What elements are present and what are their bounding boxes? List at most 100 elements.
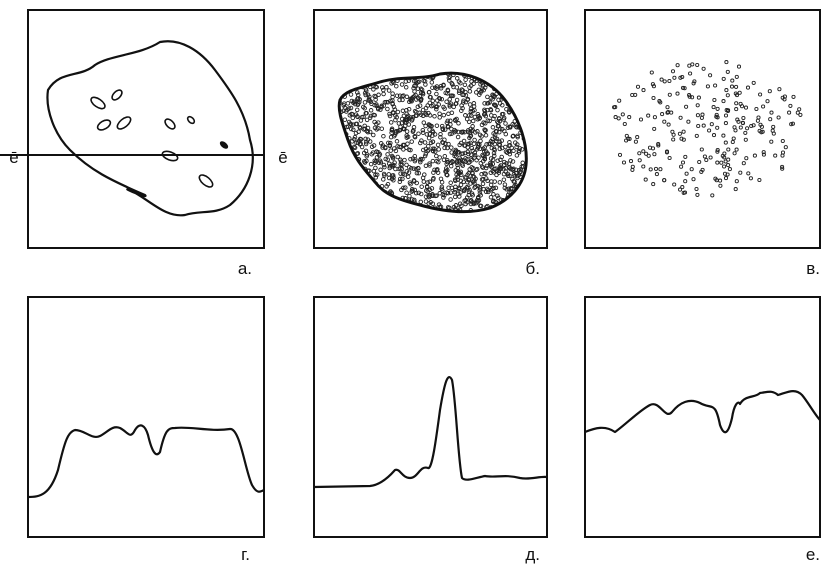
particle — [334, 174, 338, 178]
particle — [524, 124, 528, 128]
particle — [676, 64, 679, 67]
particle — [481, 182, 485, 186]
particle — [647, 114, 650, 117]
particle — [698, 160, 701, 163]
particle — [474, 185, 478, 189]
particle — [521, 210, 525, 214]
particle — [348, 157, 352, 161]
particle — [774, 154, 777, 157]
particle — [520, 79, 524, 83]
particle — [716, 161, 719, 164]
particle — [381, 208, 385, 212]
particle — [510, 207, 514, 211]
particle — [430, 70, 434, 74]
particle — [350, 176, 354, 180]
particle — [414, 211, 418, 215]
particle — [752, 81, 755, 84]
particle — [368, 195, 372, 199]
particle — [339, 135, 343, 139]
particle — [406, 175, 410, 179]
particle — [344, 153, 348, 157]
particle — [336, 117, 340, 121]
particle — [517, 113, 521, 117]
particle — [362, 200, 366, 204]
particle — [519, 91, 523, 95]
particle — [528, 98, 532, 102]
particle — [634, 140, 637, 143]
particle — [338, 149, 342, 153]
particle — [642, 89, 645, 92]
particle — [371, 209, 375, 213]
particle — [338, 192, 342, 196]
particle — [456, 135, 460, 139]
particle — [623, 122, 626, 125]
particle — [362, 208, 366, 212]
particle — [334, 144, 338, 148]
particle — [473, 153, 477, 157]
particle — [739, 126, 742, 129]
particle — [512, 149, 516, 153]
particle — [450, 111, 454, 115]
particle — [525, 98, 529, 102]
particle — [495, 173, 499, 177]
particle — [524, 211, 528, 215]
particle — [353, 69, 357, 73]
particle — [522, 206, 526, 210]
particle — [735, 108, 738, 111]
particle — [695, 187, 698, 190]
particle — [436, 143, 440, 147]
particle — [474, 168, 478, 172]
particle — [709, 74, 712, 77]
particle — [629, 160, 632, 163]
particle — [422, 212, 426, 216]
particle — [398, 206, 402, 210]
particle — [520, 194, 524, 198]
particle — [340, 190, 344, 194]
particle — [387, 74, 391, 78]
figure: е̄ е̄ а. б. в. г. д. е. — [0, 0, 828, 565]
panel-label: а. — [238, 259, 252, 278]
particle — [443, 154, 447, 158]
particle — [341, 148, 345, 152]
particle — [471, 125, 475, 129]
particle — [642, 165, 645, 168]
particle — [340, 155, 344, 159]
particle — [521, 104, 525, 108]
particle — [515, 96, 519, 100]
particle — [420, 185, 424, 189]
particle — [424, 164, 428, 168]
particle — [712, 134, 715, 137]
particle — [389, 121, 393, 125]
particle — [404, 86, 408, 90]
particle — [343, 157, 347, 161]
particle — [371, 192, 375, 196]
particle — [516, 207, 520, 211]
particle — [702, 124, 705, 127]
particle — [392, 213, 396, 217]
particle — [369, 208, 373, 212]
particle — [501, 77, 505, 81]
particle — [356, 187, 360, 191]
particle — [336, 182, 340, 186]
particle — [424, 211, 428, 215]
particle — [438, 112, 442, 116]
particle — [744, 138, 747, 141]
particle — [696, 104, 699, 107]
particle — [481, 72, 485, 76]
particle — [498, 82, 502, 86]
particle — [431, 159, 435, 163]
particle — [341, 134, 345, 138]
particle — [719, 184, 722, 187]
particle — [423, 141, 427, 145]
particle — [732, 137, 735, 140]
particle — [759, 93, 762, 96]
particle — [422, 121, 426, 125]
particle — [673, 183, 676, 186]
particle — [512, 200, 516, 204]
particle — [784, 146, 787, 149]
particle — [490, 70, 494, 74]
particle — [524, 90, 528, 94]
particle — [653, 127, 656, 130]
particle — [726, 94, 729, 97]
particle — [515, 145, 519, 149]
